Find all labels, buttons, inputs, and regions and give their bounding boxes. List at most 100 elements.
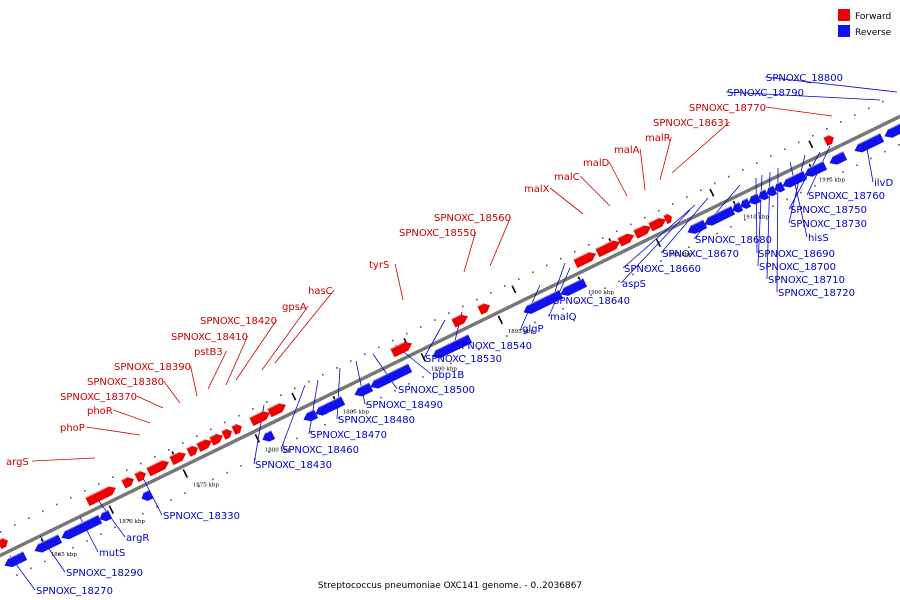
- forward-leader-line: [765, 106, 833, 117]
- reverse-gene-label: SPNOXC_18640: [553, 296, 630, 307]
- tick-mark: [108, 505, 114, 515]
- track-dot: [167, 449, 170, 451]
- forward-leader-line: [463, 231, 476, 273]
- forward-gene: [390, 341, 412, 358]
- gene-arrow: [146, 460, 169, 477]
- reverse-gene: [432, 333, 473, 359]
- reverse-gene: [704, 205, 736, 226]
- reverse-gene: [854, 132, 885, 153]
- gene-highlight: [7, 550, 24, 560]
- track-dot: [674, 253, 676, 255]
- gene-arrow: [560, 278, 588, 296]
- tick-mark: [291, 392, 297, 401]
- track-dot: [394, 389, 396, 392]
- track-dot: [797, 141, 800, 144]
- legend-reverse-swatch: [838, 25, 850, 37]
- track-dot: [366, 403, 368, 406]
- track-dot: [576, 301, 578, 303]
- forward-leader-line: [235, 319, 277, 381]
- gene-arrow: [451, 314, 468, 328]
- track-dot: [16, 574, 18, 576]
- gene-arrow: [804, 160, 828, 177]
- gene-highlight: [663, 213, 668, 217]
- gene-highlight: [325, 395, 342, 405]
- forward-gene: [169, 451, 186, 466]
- gene-highlight: [832, 150, 844, 157]
- gene-arrow: [732, 201, 744, 213]
- forward-gene-label: SPNOXC_18380: [87, 377, 164, 388]
- reverse-gene-label: SPNOXC_18530: [425, 354, 502, 365]
- reverse-gene-label: SPNOXC_18710: [768, 275, 845, 286]
- gene-highlight: [64, 514, 99, 532]
- track-dot: [44, 560, 46, 563]
- forward-leader-line: [207, 350, 227, 390]
- gene-highlight: [143, 489, 150, 494]
- track-dot: [615, 230, 618, 233]
- reverse-gene-label: SPNOXC_18430: [255, 460, 332, 471]
- track-dot: [83, 490, 86, 492]
- track-dot: [181, 442, 184, 444]
- forward-gene-label: malX: [524, 184, 550, 195]
- gene-highlight: [121, 476, 128, 481]
- track-dot: [503, 285, 506, 287]
- track-dot: [758, 212, 760, 214]
- reverse-gene-label: SPNOXC_18540: [455, 341, 532, 352]
- reverse-leader-line: [622, 204, 696, 269]
- gene-arrow: [617, 233, 634, 247]
- forward-leader-line: [549, 187, 584, 215]
- reverse-gene-label: SPNOXC_18490: [366, 400, 443, 411]
- track-dot: [475, 298, 478, 301]
- track-dot: [0, 531, 2, 533]
- reverse-gene: [523, 289, 564, 314]
- reverse-gene-label: SPNOXC_18460: [282, 445, 359, 456]
- track-dot: [744, 219, 746, 221]
- forward-gene: [573, 251, 596, 268]
- tick-mark: [254, 433, 260, 443]
- gene-arrow: [61, 514, 103, 540]
- gene-highlight: [526, 289, 560, 307]
- reverse-gene-label: SPNOXC_18470: [310, 430, 387, 441]
- forward-gene: [595, 240, 620, 258]
- forward-leader-line: [659, 136, 672, 181]
- reverse-gene: [829, 150, 848, 165]
- track-dot: [114, 526, 116, 529]
- reverse-gene-label: SPNOXC_18680: [695, 235, 772, 246]
- track-dot: [324, 424, 326, 426]
- track-dot: [506, 335, 508, 337]
- reverse-gene: [34, 533, 63, 553]
- forward-leader-line: [136, 395, 164, 409]
- track-dot: [282, 444, 284, 447]
- forward-gene: [477, 303, 490, 315]
- forward-gene: [823, 134, 834, 146]
- reverse-gene-label: SPNOXC_18480: [338, 415, 415, 426]
- track-dot: [380, 396, 382, 399]
- forward-gene: [186, 445, 198, 457]
- reverse-leader-line: [308, 379, 319, 435]
- gene-features: [0, 119, 900, 568]
- gene-highlight: [707, 205, 732, 218]
- gene-arrow: [99, 509, 113, 522]
- track-dot: [293, 387, 296, 390]
- track-dot: [405, 332, 408, 335]
- reverse-gene: [740, 197, 752, 209]
- track-dot: [646, 266, 648, 269]
- gene-arrow: [704, 205, 736, 226]
- track-dot: [604, 287, 606, 290]
- forward-leader-line: [113, 409, 151, 424]
- forward-gene-label: pstB3: [194, 347, 223, 358]
- track-dot: [69, 496, 72, 499]
- reverse-gene: [560, 277, 588, 296]
- track-dot: [198, 485, 200, 488]
- track-dot: [41, 510, 44, 513]
- reverse-gene: [758, 188, 770, 201]
- track-dot: [310, 430, 312, 433]
- gene-highlight: [595, 240, 613, 250]
- gene-highlight: [734, 201, 740, 206]
- tick-label: 1890 kbp: [431, 367, 458, 373]
- gene-arrow: [209, 433, 223, 446]
- tick-mark: [497, 315, 503, 325]
- tick-label: 1900 kbp: [588, 290, 615, 296]
- gene-arrow: [477, 303, 490, 315]
- reverse-gene-label: SPNOXC_18270: [36, 586, 113, 597]
- gene-arrow: [740, 198, 752, 209]
